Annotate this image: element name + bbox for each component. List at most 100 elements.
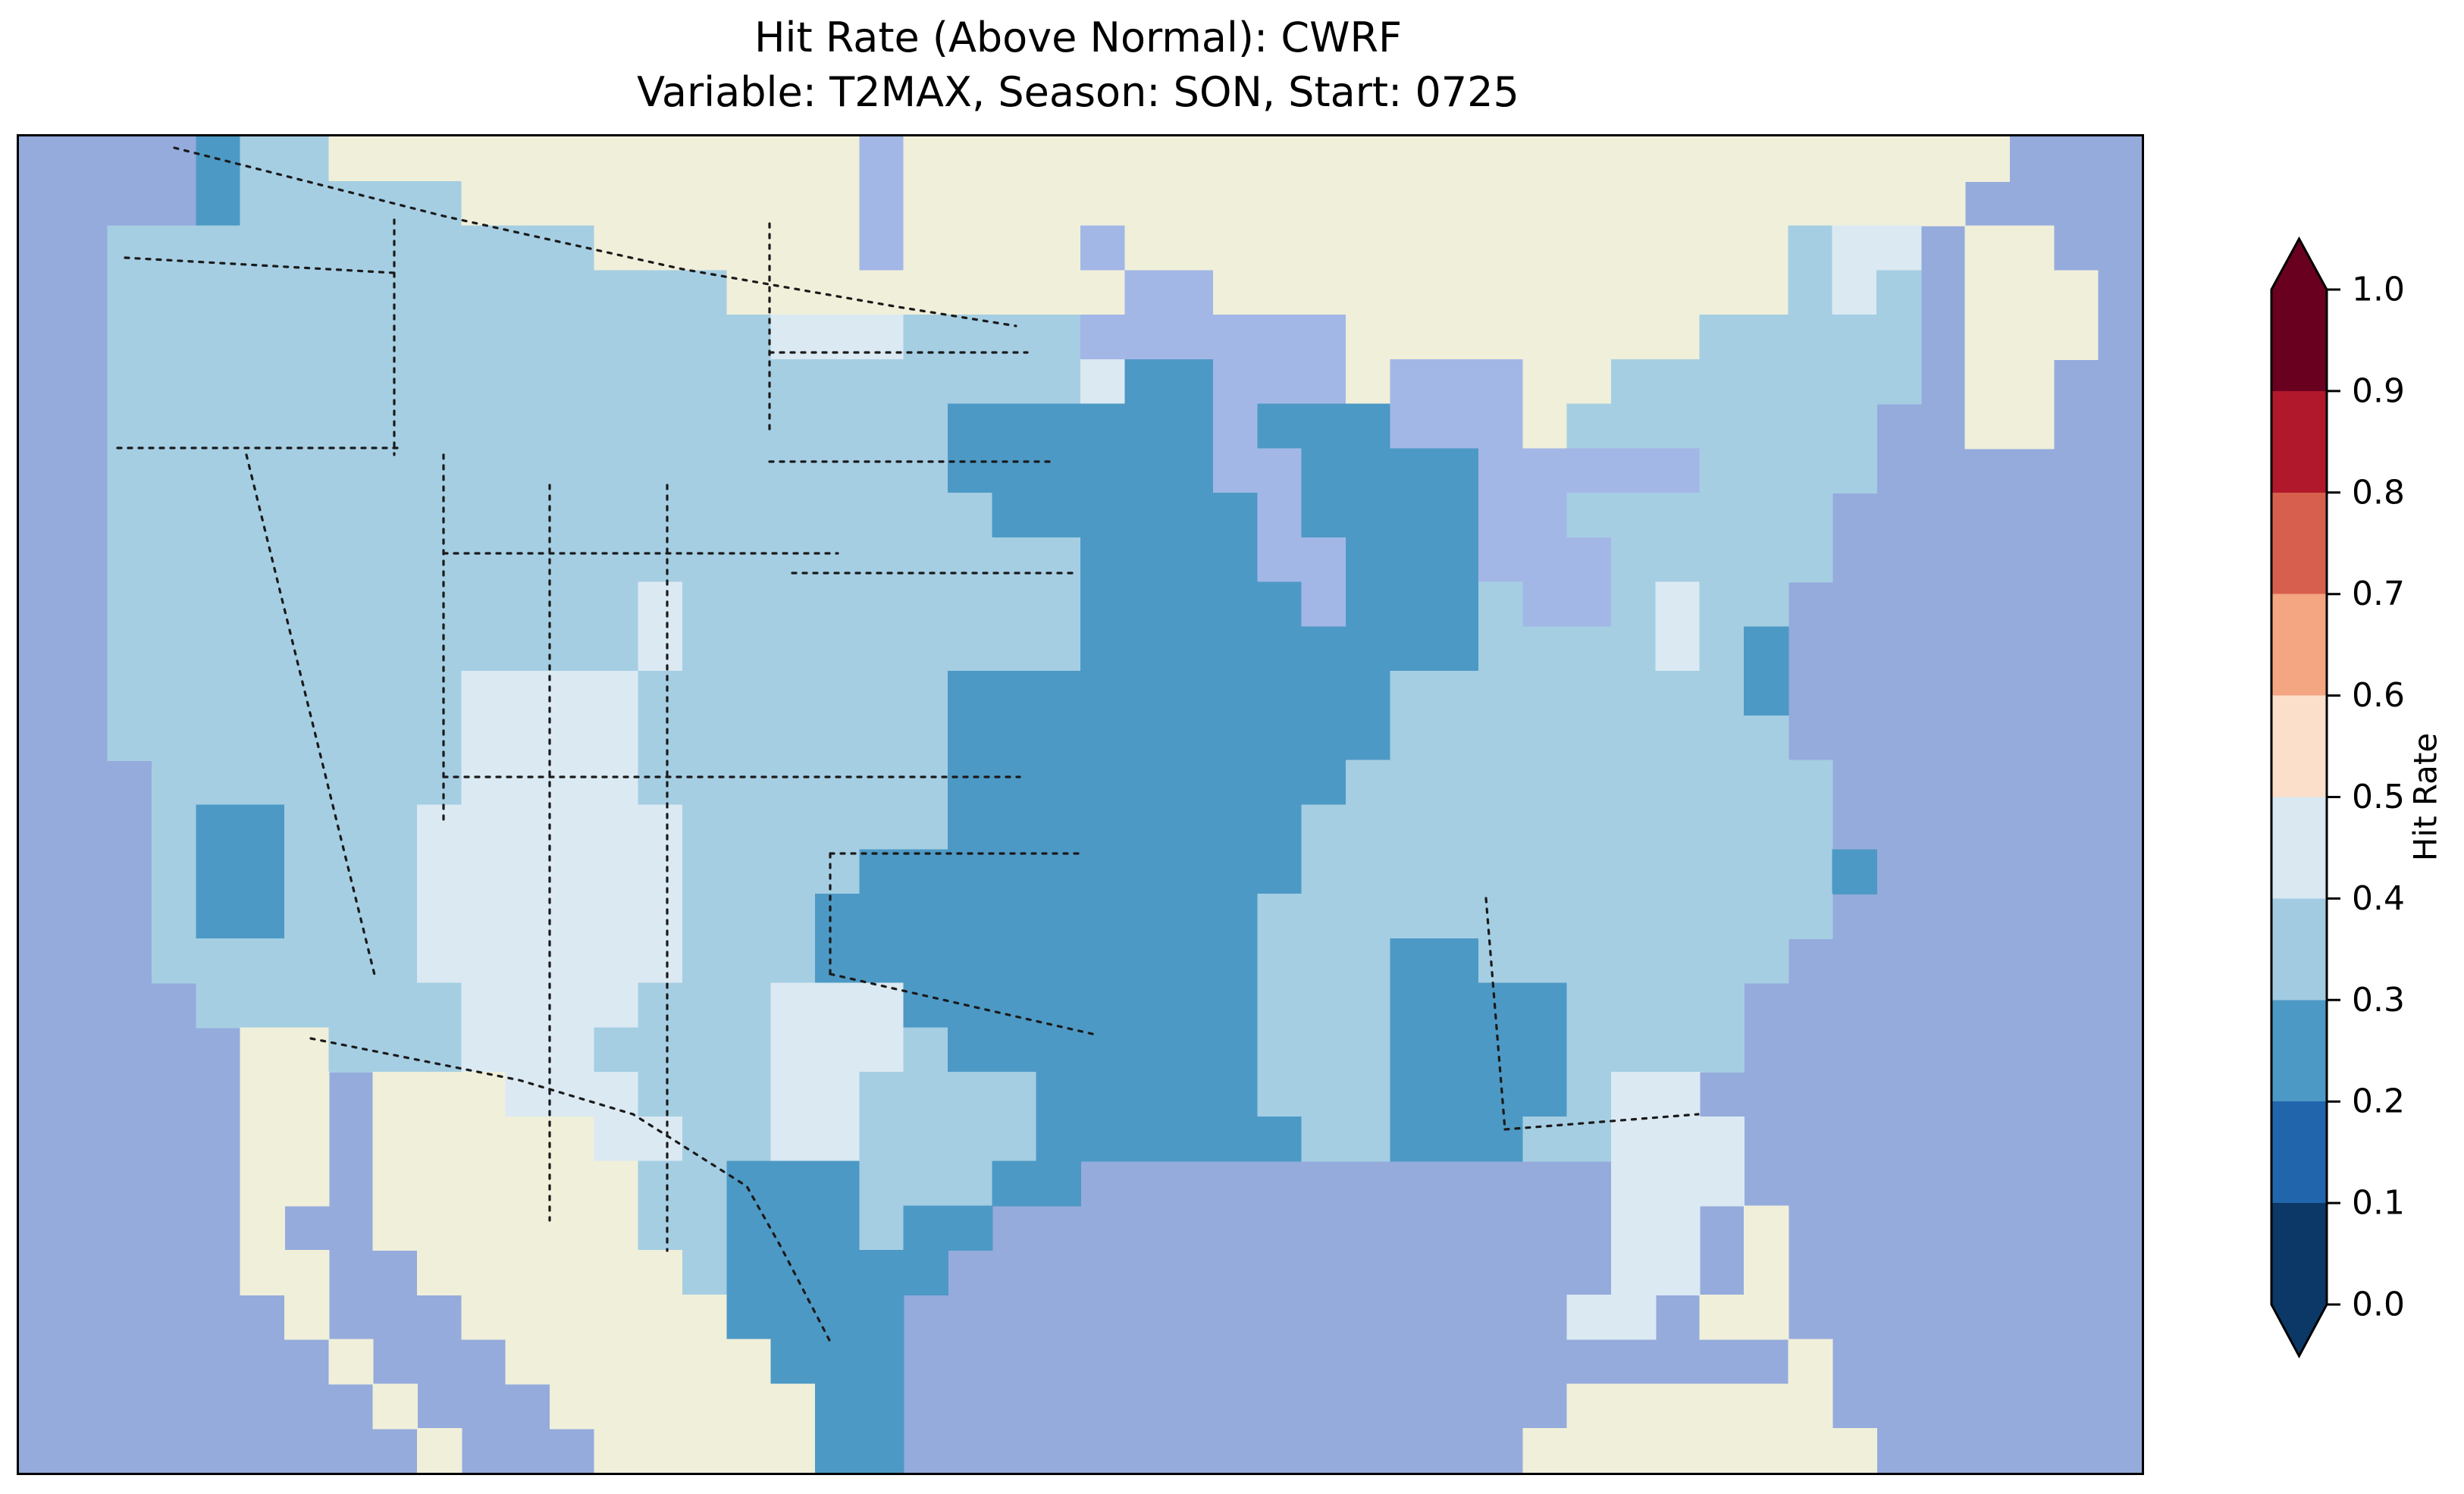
land-cell xyxy=(638,1428,683,1473)
hit-rate-cell xyxy=(682,493,728,538)
lake-cell xyxy=(1390,359,1435,405)
hit-rate-cell xyxy=(152,225,197,271)
hit-rate-cell xyxy=(1213,760,1259,806)
hit-rate-cell xyxy=(903,359,948,405)
hit-rate-cell xyxy=(1744,493,1789,538)
land-cell xyxy=(1744,1205,1789,1251)
land-cell xyxy=(240,1027,285,1073)
colorbar-bin xyxy=(2271,1203,2327,1305)
hit-rate-cell xyxy=(417,938,462,984)
hit-rate-cell xyxy=(948,359,993,405)
hit-rate-cell xyxy=(550,716,595,761)
hit-rate-cell xyxy=(417,359,462,405)
land-cell xyxy=(594,1250,639,1295)
hit-rate-cell xyxy=(1080,760,1126,806)
hit-rate-cell xyxy=(1213,1072,1259,1117)
land-cell xyxy=(240,1250,285,1295)
hit-rate-cell xyxy=(1080,894,1126,939)
hit-rate-cell xyxy=(638,315,683,360)
colorbar-tick-label: 0.5 xyxy=(2352,778,2405,816)
hit-rate-cell xyxy=(372,894,418,939)
land-cell xyxy=(417,136,462,182)
hit-rate-cell xyxy=(948,448,993,494)
map-axes xyxy=(17,134,2144,1475)
hit-rate-cell xyxy=(1876,359,1922,405)
land-cell xyxy=(1036,180,1081,227)
hit-rate-cell xyxy=(417,315,462,360)
hit-rate-cell xyxy=(903,581,948,628)
hit-rate-cell xyxy=(1168,493,1214,538)
hit-rate-cell xyxy=(1080,359,1126,405)
land-cell xyxy=(638,1250,683,1295)
land-cell xyxy=(1744,1428,1789,1473)
land-cell xyxy=(417,1428,462,1473)
land-cell xyxy=(1522,403,1568,449)
hit-rate-cell xyxy=(107,448,152,494)
hit-rate-cell xyxy=(594,403,639,449)
land-cell xyxy=(1699,1428,1745,1473)
hit-rate-cell xyxy=(152,403,197,449)
hit-rate-cell xyxy=(1611,894,1657,939)
hit-rate-cell xyxy=(196,493,241,538)
hit-rate-cell xyxy=(417,894,462,939)
hit-rate-cell xyxy=(948,581,993,628)
land-cell xyxy=(903,136,948,182)
land-cell xyxy=(2053,270,2099,316)
land-cell xyxy=(815,225,861,271)
hit-rate-cell xyxy=(1301,982,1346,1029)
hit-rate-cell xyxy=(1124,493,1170,538)
land-cell xyxy=(372,1116,418,1162)
hit-rate-cell xyxy=(1168,403,1214,449)
hit-rate-cell xyxy=(1168,804,1214,850)
land-cell xyxy=(1301,270,1346,316)
hit-rate-cell xyxy=(328,626,374,672)
hit-rate-cell xyxy=(1036,403,1081,449)
land-cell xyxy=(1744,180,1789,227)
hit-rate-cell xyxy=(859,671,904,716)
hit-rate-cell xyxy=(1478,626,1524,672)
hit-rate-cell xyxy=(1744,626,1789,672)
hit-rate-cell xyxy=(594,894,639,939)
hit-rate-cell xyxy=(240,760,285,806)
hit-rate-cell xyxy=(1036,1160,1081,1207)
hit-rate-cell xyxy=(1611,1116,1657,1162)
hit-rate-cell xyxy=(328,448,374,494)
hit-rate-cell xyxy=(1522,626,1568,672)
hit-rate-cell xyxy=(1522,938,1568,984)
land-cell xyxy=(815,270,861,316)
hit-rate-cell xyxy=(1611,1027,1657,1073)
land-cell xyxy=(682,1383,728,1430)
hit-rate-cell xyxy=(1522,671,1568,716)
hit-rate-cell xyxy=(903,1072,948,1117)
land-cell xyxy=(1213,270,1259,316)
hit-rate-cell xyxy=(372,982,418,1029)
hit-rate-cell xyxy=(1832,403,1877,449)
hit-rate-cell xyxy=(550,581,595,628)
hit-rate-cell xyxy=(815,760,861,806)
hit-rate-cell xyxy=(1744,359,1789,405)
land-cell xyxy=(1213,136,1259,182)
hit-rate-cell xyxy=(770,849,816,895)
hit-rate-cell xyxy=(505,671,550,716)
lake-cell xyxy=(1168,270,1214,316)
land-cell xyxy=(1788,136,1833,182)
hit-rate-cell xyxy=(903,626,948,672)
hit-rate-cell xyxy=(505,938,550,984)
hit-rate-cell xyxy=(107,626,152,672)
hit-rate-cell xyxy=(1699,894,1745,939)
hit-rate-cell xyxy=(859,626,904,672)
hit-rate-cell xyxy=(417,1027,462,1073)
hit-rate-cell xyxy=(328,894,374,939)
land-cell xyxy=(1257,270,1303,316)
hit-rate-cell xyxy=(1655,626,1701,672)
land-cell xyxy=(1434,136,1479,182)
hit-rate-cell xyxy=(328,671,374,716)
hit-rate-cell xyxy=(505,1027,550,1073)
hit-rate-cell xyxy=(948,716,993,761)
land-cell xyxy=(726,225,772,271)
hit-rate-cell xyxy=(859,581,904,628)
hit-rate-cell xyxy=(1566,760,1612,806)
hit-rate-cell xyxy=(1301,849,1346,895)
hit-rate-cell xyxy=(859,804,904,850)
